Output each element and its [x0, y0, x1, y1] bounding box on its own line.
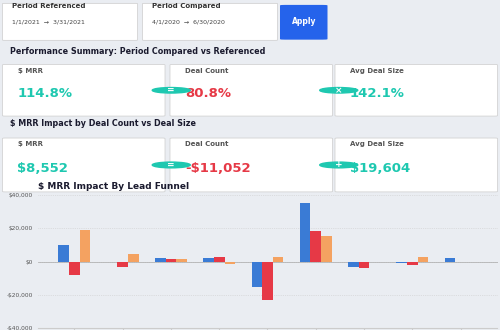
Circle shape [152, 162, 190, 168]
Bar [348, 261, 359, 267]
Bar [106, 261, 118, 262]
Bar [418, 256, 428, 261]
FancyBboxPatch shape [170, 65, 332, 116]
Text: =: = [168, 160, 175, 170]
Bar [176, 259, 187, 261]
FancyBboxPatch shape [335, 65, 498, 116]
Bar [252, 261, 262, 286]
Text: Performance Summary: Period Compared vs Referenced: Performance Summary: Period Compared vs … [10, 47, 266, 56]
Text: -$11,052: -$11,052 [185, 162, 250, 175]
Bar [118, 261, 128, 267]
Bar [273, 256, 283, 261]
Bar [69, 261, 80, 275]
Text: $ MRR: $ MRR [18, 68, 42, 74]
Circle shape [320, 87, 358, 93]
Text: $ MRR: $ MRR [18, 142, 42, 148]
FancyBboxPatch shape [170, 138, 332, 192]
Bar [407, 261, 418, 265]
Bar [321, 237, 332, 261]
Bar [396, 261, 407, 263]
Text: =: = [168, 86, 175, 95]
Text: Deal Count: Deal Count [185, 68, 228, 74]
Bar [204, 258, 214, 261]
Bar [58, 245, 69, 261]
Text: ×: × [335, 86, 342, 95]
Bar [444, 258, 456, 261]
Text: Deal Count: Deal Count [185, 142, 228, 148]
FancyBboxPatch shape [2, 138, 165, 192]
Bar [300, 203, 310, 261]
Circle shape [320, 162, 358, 168]
Text: 80.8%: 80.8% [185, 87, 231, 100]
FancyBboxPatch shape [335, 138, 498, 192]
FancyBboxPatch shape [142, 3, 278, 40]
Text: $19,604: $19,604 [350, 162, 410, 175]
Bar [262, 261, 273, 300]
Bar [310, 231, 321, 261]
Text: 142.1%: 142.1% [350, 87, 405, 100]
Text: +: + [335, 160, 342, 170]
Bar [128, 254, 138, 261]
Bar [80, 230, 90, 261]
Text: 114.8%: 114.8% [18, 87, 72, 100]
Text: Apply: Apply [292, 17, 316, 26]
FancyBboxPatch shape [280, 5, 328, 40]
Text: Period Compared: Period Compared [152, 3, 221, 9]
Text: $ MRR Impact By Lead Funnel: $ MRR Impact By Lead Funnel [38, 182, 188, 191]
Bar [224, 261, 235, 264]
Text: Avg Deal Size: Avg Deal Size [350, 142, 404, 148]
FancyBboxPatch shape [2, 3, 138, 40]
Bar [155, 258, 166, 261]
Text: 1/1/2021  →  3/31/2021: 1/1/2021 → 3/31/2021 [12, 20, 86, 25]
Bar [166, 259, 176, 261]
Text: Avg Deal Size: Avg Deal Size [350, 68, 404, 74]
Text: $ MRR Impact by Deal Count vs Deal Size: $ MRR Impact by Deal Count vs Deal Size [10, 119, 196, 128]
FancyBboxPatch shape [2, 65, 165, 116]
Text: $8,552: $8,552 [18, 162, 68, 175]
Bar [214, 256, 224, 261]
Text: Period Referenced: Period Referenced [12, 3, 86, 9]
Bar [359, 261, 370, 268]
Text: 4/1/2020  →  6/30/2020: 4/1/2020 → 6/30/2020 [152, 20, 226, 25]
Circle shape [152, 87, 190, 93]
